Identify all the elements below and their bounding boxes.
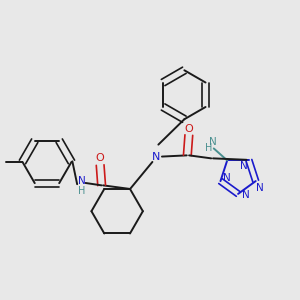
Text: N: N [242, 190, 250, 200]
Text: O: O [184, 124, 193, 134]
Text: N: N [256, 183, 264, 193]
Text: H: H [205, 143, 212, 154]
Text: N: N [152, 152, 160, 162]
Text: N: N [78, 176, 86, 186]
Text: N: N [223, 172, 231, 182]
Text: H: H [78, 186, 85, 196]
Text: O: O [96, 154, 104, 164]
Text: N: N [209, 137, 217, 147]
Text: N: N [240, 161, 248, 171]
